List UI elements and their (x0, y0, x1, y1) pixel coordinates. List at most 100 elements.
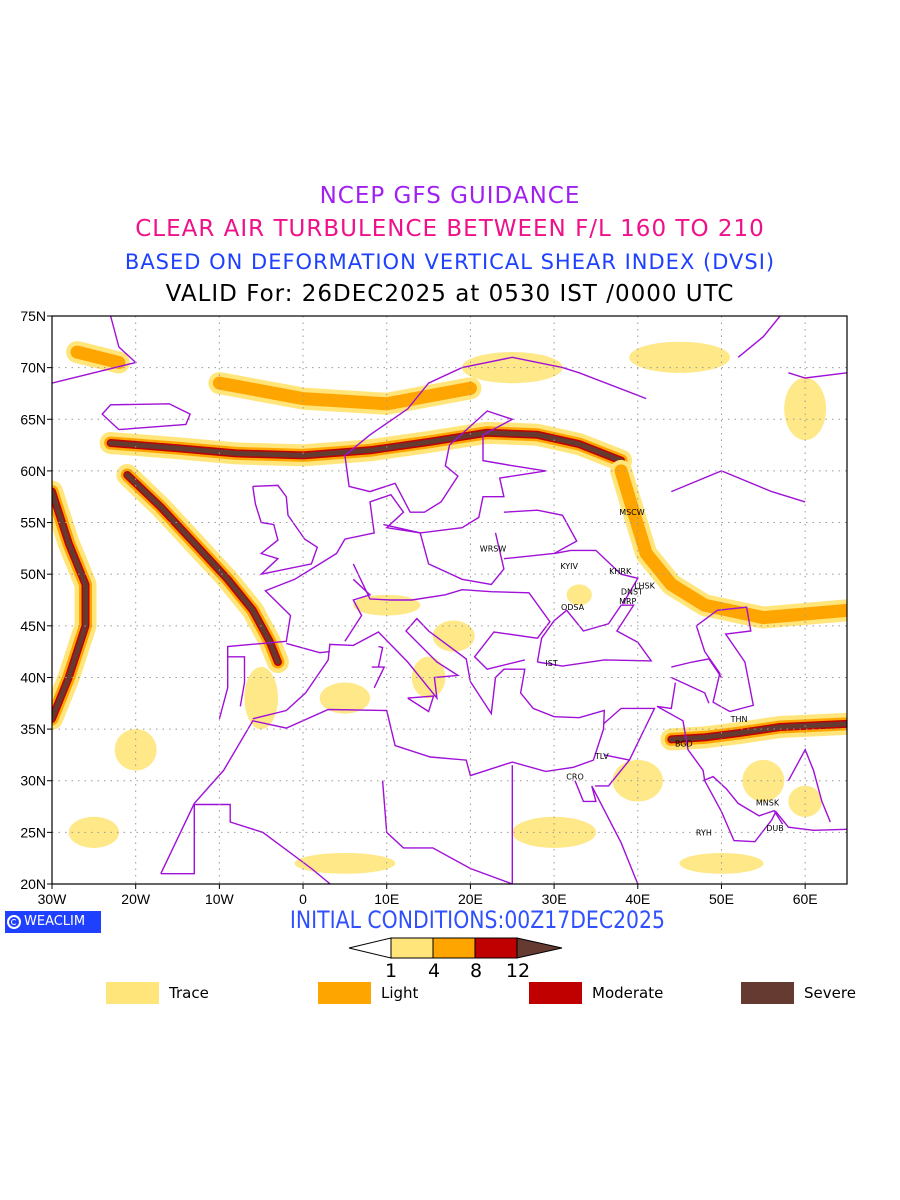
lat-tick-label: 30N (20, 773, 46, 789)
lon-tick-label: 20W (121, 891, 151, 907)
title-guidance: NCEP GFS GUIDANCE (319, 183, 581, 209)
trace-area (353, 594, 421, 616)
lon-tick-label: 10W (205, 891, 235, 907)
coastline-border (603, 707, 656, 761)
turbulence-band-severe (668, 721, 847, 742)
coastline-border (381, 780, 513, 884)
coastline-border (52, 316, 138, 384)
coastline-border (352, 563, 551, 670)
trace-area (461, 352, 563, 384)
lat-tick-label: 75N (20, 308, 46, 324)
lon-tick-label: 30W (38, 891, 68, 907)
coastline-border (553, 549, 639, 605)
trace-area (432, 620, 475, 652)
coastline-border (160, 617, 606, 875)
lon-tick-label: 20E (458, 891, 483, 907)
station-label: DNST (621, 588, 643, 597)
coastline-border (695, 606, 755, 713)
trace-area (294, 852, 396, 874)
trace-area (742, 759, 785, 802)
coastline-border (574, 780, 639, 884)
legend-swatch (529, 982, 582, 1004)
copyright-icon (7, 915, 21, 929)
lon-tick-label: 50E (709, 891, 734, 907)
legend-swatch (106, 982, 159, 1004)
station-label: IST (545, 659, 557, 668)
trace-area (114, 728, 157, 771)
trace-area (512, 816, 597, 848)
legend-label: Moderate (592, 984, 664, 1002)
station-label: MRP (619, 597, 636, 606)
lat-tick-label: 25N (20, 824, 46, 840)
trace-area (788, 785, 822, 817)
lon-tick-label: 10E (374, 891, 399, 907)
station-label: MNSK (756, 798, 780, 807)
lat-tick-label: 45N (20, 618, 46, 634)
trace-area (629, 341, 731, 373)
turbulence-band-light (212, 376, 477, 411)
colorbar-trace (390, 937, 434, 959)
legend-label: Light (381, 984, 419, 1002)
coastline-border (656, 682, 706, 781)
coastline-border (671, 676, 710, 704)
coastline-border (286, 642, 330, 654)
turbulence-band-light (70, 345, 126, 369)
trace-area (244, 666, 279, 730)
turbulence-band-trace (610, 459, 847, 629)
coastline-border (377, 645, 384, 668)
coastline-border (383, 523, 505, 586)
station-label: BGD (675, 740, 693, 749)
coastline-border (702, 775, 784, 825)
lat-tick-label: 40N (20, 669, 46, 685)
coastline-border (737, 316, 781, 358)
station-label: TLV (594, 752, 609, 761)
title-valid-time: VALID For: 26DEC2025 at 0530 IST /0000 U… (165, 281, 735, 307)
coastline-border (671, 470, 806, 503)
station-label: ODSA (561, 603, 585, 612)
colorbar-tick: 12 (505, 960, 531, 982)
colorbar-severe-triangle (516, 937, 563, 959)
lat-tick-label: 20N (20, 876, 46, 892)
trace-area (784, 377, 827, 441)
station-label: KHRK (609, 567, 632, 576)
legend-label: Severe (804, 984, 856, 1002)
station-label: CRO (566, 773, 583, 782)
lon-tick-label: 60E (793, 891, 818, 907)
map-frame (51, 315, 848, 885)
coastline-border (503, 509, 578, 560)
trace-area (68, 816, 120, 848)
lon-tick-label: 0 (299, 891, 307, 907)
coastline-border (787, 748, 831, 823)
trace-area (319, 682, 371, 714)
coastline-border (344, 578, 372, 642)
trace-area (566, 584, 592, 606)
legend-swatch (318, 982, 371, 1004)
trace-area (411, 656, 446, 699)
colorbar (348, 937, 563, 959)
station-label: THN (730, 715, 748, 724)
station-label: LHSK (634, 582, 656, 591)
coastline-border (227, 656, 246, 707)
colorbar-moderate (474, 937, 518, 959)
coastline-border (252, 484, 319, 576)
colorbar-tick: 4 (427, 960, 441, 982)
coastline-border (671, 658, 723, 678)
weaclim-logo: WEACLIM (5, 911, 101, 933)
station-label: WRSW (480, 544, 507, 553)
turbulence-band-severe (124, 472, 281, 665)
station-label: RYH (696, 828, 712, 837)
coastline-border (595, 759, 630, 787)
coastline-border (704, 780, 847, 843)
lat-tick-label: 55N (20, 515, 46, 531)
coastline-border (218, 356, 647, 719)
coastline-border (101, 403, 191, 431)
colorbar-tick: 8 (469, 960, 483, 982)
initial-conditions: INITIAL CONDITIONS:00Z17DEC2025 (289, 906, 665, 934)
lat-tick-label: 70N (20, 360, 46, 376)
station-label: MSCW (619, 508, 645, 517)
lat-tick-label: 35N (20, 721, 46, 737)
lat-tick-label: 50N (20, 566, 46, 582)
colorbar-tick: 1 (384, 960, 398, 982)
turbulence-band-light (614, 464, 847, 625)
